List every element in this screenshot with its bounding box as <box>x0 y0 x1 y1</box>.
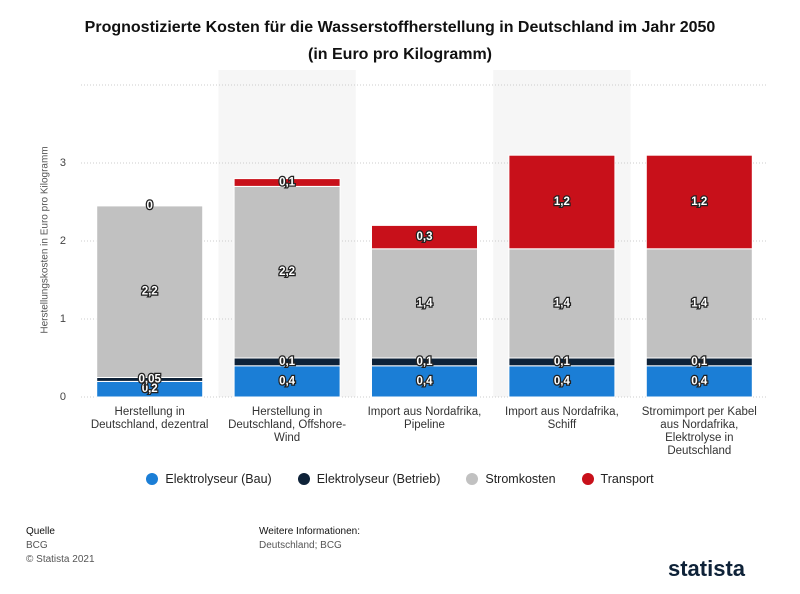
legend-label: Stromkosten <box>485 472 556 486</box>
value-label: 0,4 <box>554 375 571 387</box>
x-tick-label: Herstellung in Deutschland, dezentral <box>90 406 209 431</box>
y-tick-label: 3 <box>60 157 66 169</box>
bar-segment <box>233 185 341 359</box>
y-tick-label: 1 <box>60 313 66 325</box>
value-label: 1,4 <box>554 297 571 309</box>
legend-swatch <box>466 473 479 485</box>
x-tick-label: Import aus Nordafrika, Schiff <box>505 406 619 431</box>
bar-segment <box>645 248 753 359</box>
legend-swatch <box>581 473 594 485</box>
source: BCG <box>26 540 48 551</box>
value-label: 0,2 <box>142 383 158 395</box>
bar-segment <box>233 178 341 187</box>
bar-segment <box>371 365 478 398</box>
value-label: 0,4 <box>279 375 296 387</box>
brand: statista <box>668 556 746 581</box>
copyright: © Statista 2021 <box>26 554 95 565</box>
legend: Elektrolyseur (Bau) Elektrolyseur (Betrie… <box>0 472 800 486</box>
x-tick-label: Stromimport per Kabel aus Nordafrika, El… <box>641 406 757 457</box>
bar-segment <box>371 224 478 250</box>
legend-swatch <box>297 473 310 485</box>
info: Deutschland; BCG <box>259 540 342 551</box>
bar-segment <box>508 154 616 250</box>
legend-swatch <box>146 473 159 485</box>
bar-segment <box>645 154 753 250</box>
bar-segment <box>508 248 616 359</box>
legend-label: Elektrolyseur (Bau) <box>165 472 272 486</box>
bar-segment <box>371 248 478 359</box>
y-axis-label: Herstellungskosten in Euro pro Kilogramm <box>40 146 51 333</box>
value-label: 1,2 <box>554 196 570 208</box>
value-label: 0,1 <box>417 356 434 368</box>
y-tick-label: 2 <box>60 235 66 247</box>
bar-segment <box>96 205 204 378</box>
legend-label: Transport <box>600 472 654 486</box>
source-block: Quelle BCG © Statista 2021 <box>26 525 95 567</box>
x-tick-label: Herstellung in Deutschland, Offshore-Win… <box>228 406 347 444</box>
value-label: 2,2 <box>279 266 295 278</box>
legend-label: Elektrolyseur (Betrieb) <box>316 472 441 486</box>
value-label: 0,4 <box>691 375 708 387</box>
value-label: 1,2 <box>691 196 707 208</box>
info-block: Weitere Informationen: Deutschland; BCG <box>259 525 360 553</box>
x-tick-label: Import aus Nordafrika, Pipeline <box>367 406 482 431</box>
value-label: 0 <box>146 200 152 212</box>
legend-item: Transport <box>581 472 654 486</box>
legend-item: Elektrolyseur (Betrieb) <box>297 472 441 486</box>
info-label: Weitere Informationen: <box>259 526 360 537</box>
value-label: 0,1 <box>279 177 296 189</box>
legend-item: Stromkosten <box>466 472 556 486</box>
bar-segment <box>645 365 753 398</box>
bar-segment <box>233 365 341 398</box>
source-label: Quelle <box>26 526 55 537</box>
value-label: 0,1 <box>691 356 708 368</box>
value-label: 2,2 <box>142 286 158 298</box>
chart-title: Prognostizierte Kosten für die Wassersto… <box>84 19 716 63</box>
value-label: 0,3 <box>417 231 433 243</box>
y-tick-label: 0 <box>60 391 66 403</box>
value-label: 0,1 <box>554 356 571 368</box>
legend-item: Elektrolyseur (Bau) <box>146 472 272 486</box>
bar-segment <box>508 365 616 398</box>
value-label: 0,4 <box>417 375 434 387</box>
value-label: 1,4 <box>691 297 708 309</box>
value-label: 1,4 <box>417 297 434 309</box>
value-label: 0,1 <box>279 356 296 368</box>
value-label: 0,05 <box>139 373 162 385</box>
